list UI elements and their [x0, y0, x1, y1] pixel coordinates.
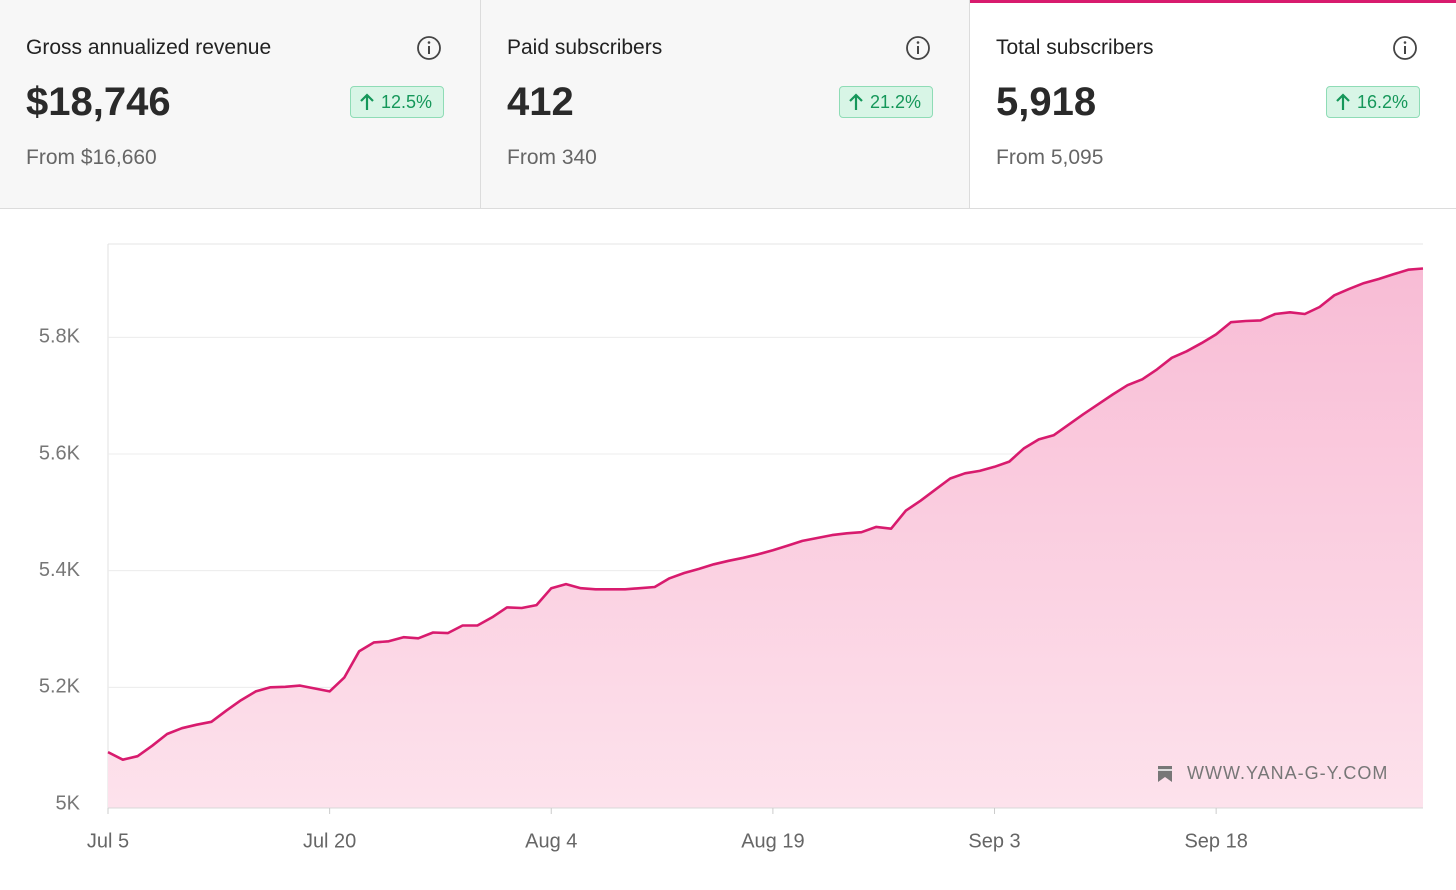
card-from: From $16,660 — [26, 146, 157, 169]
card-from: From 5,095 — [996, 146, 1104, 169]
y-tick-label: 5.2K — [39, 676, 81, 698]
card-title: Paid subscribers — [507, 36, 663, 59]
card-value: 412 — [507, 80, 574, 124]
x-tick-label: Sep 18 — [1184, 830, 1247, 852]
info-icon[interactable] — [1392, 35, 1418, 61]
y-tick-label: 5.4K — [39, 559, 81, 581]
info-icon[interactable] — [416, 35, 442, 61]
change-value: 21.2% — [869, 91, 921, 112]
card-value: 5,918 — [996, 80, 1097, 124]
x-tick-label: Jul 5 — [87, 830, 129, 852]
y-tick-label: 5.8K — [39, 326, 81, 348]
metric-cards: Gross annualized revenue $18,746 12.5% F… — [0, 0, 1456, 209]
metric-card[interactable]: Total subscribers 5,918 16.2% From 5,095 — [970, 0, 1456, 208]
card-title: Gross annualized revenue — [26, 36, 272, 59]
x-tick-label: Sep 3 — [968, 830, 1020, 852]
change-value: 16.2% — [1356, 91, 1408, 112]
metric-card[interactable]: Paid subscribers 412 21.2% From 340 — [481, 0, 970, 208]
chart: 5K 5.2K 5.4K 5.6K 5.8K WWW.YANA-G-Y.COM Jul … — [39, 243, 1424, 852]
y-tick-label: 5.6K — [39, 442, 81, 464]
x-tick-label: Aug 4 — [525, 830, 577, 852]
area — [108, 268, 1423, 808]
info-icon[interactable] — [905, 35, 931, 61]
change-value: 12.5% — [380, 91, 432, 112]
card-title: Total subscribers — [996, 36, 1154, 59]
up-arrow — [849, 93, 863, 110]
y-tick-label: 5K — [56, 792, 81, 814]
up-arrow — [360, 93, 374, 110]
x-tick-label: Aug 19 — [741, 830, 804, 852]
watermark: WWW.YANA-G-Y.COM — [1158, 763, 1388, 783]
x-tick-label: Jul 20 — [303, 830, 356, 852]
up-arrow — [1336, 93, 1350, 110]
change-badge: 12.5% — [349, 86, 444, 118]
card-from: From 340 — [507, 146, 597, 169]
change-badge: 21.2% — [838, 86, 933, 118]
watermark-text: WWW.YANA-G-Y.COM — [1187, 763, 1388, 783]
metric-card[interactable]: Gross annualized revenue $18,746 12.5% F… — [0, 0, 481, 208]
change-badge: 16.2% — [1325, 86, 1420, 118]
card-value: $18,746 — [26, 80, 171, 124]
line — [107, 267, 1424, 761]
